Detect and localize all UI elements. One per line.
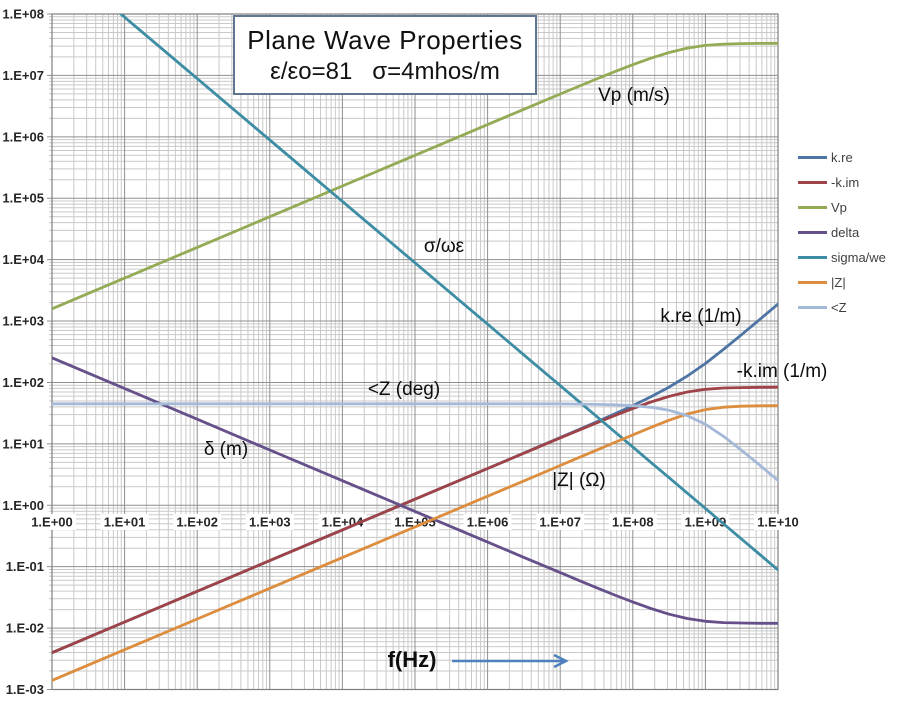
x-tick-label: 1.E+10	[757, 515, 799, 530]
legend-item--k.im: -k.im	[798, 170, 886, 195]
legend-label: |Z|	[831, 275, 846, 290]
legend-label: sigma/we	[831, 250, 886, 265]
y-tick-label: 1.E-03	[6, 682, 44, 697]
legend-item-Z: <Z	[798, 295, 886, 320]
x-tick-label: 1.E+08	[612, 515, 654, 530]
annotation-zdeg: <Z (deg)	[367, 379, 441, 400]
annotation-fhz: f(Hz)	[387, 647, 437, 672]
y-tick-label: 1.E+04	[2, 252, 44, 267]
legend-label: <Z	[831, 300, 847, 315]
series-Vp-line	[52, 41, 778, 311]
annotation-vpms: Vp (m/s)	[598, 85, 670, 106]
y-tick-label: 1.E+03	[2, 314, 44, 329]
legend-swatch	[798, 231, 827, 234]
chart-title-line1: Plane Wave Properties	[247, 24, 523, 55]
y-tick-label: 1.E+08	[2, 7, 44, 22]
series-<Z-line	[52, 402, 778, 482]
legend-item-Z: |Z|	[798, 270, 886, 295]
legend-item-Vp: Vp	[798, 195, 886, 220]
legend-swatch	[798, 306, 827, 309]
y-tick-label: 1.E+00	[2, 498, 44, 513]
legend-item-sigmawe: sigma/we	[798, 245, 886, 270]
y-tick-label: 1.E+07	[2, 68, 44, 83]
legend-item-delta: delta	[798, 220, 886, 245]
x-tick-label: 1.E+05	[394, 515, 436, 530]
y-tick-label: 1.E+05	[2, 191, 44, 206]
annotation-: σ/ωε	[423, 236, 465, 257]
x-tick-label: 1.E+00	[31, 515, 73, 530]
y-tick-label: 1.E-02	[6, 621, 44, 636]
x-tick-label: 1.E+03	[249, 515, 291, 530]
legend-label: delta	[831, 225, 860, 240]
legend-swatch	[798, 156, 827, 159]
x-tick-label: 1.E+01	[104, 515, 146, 530]
series-lines	[52, 14, 778, 682]
x-axis-labels: 1.E+00 1.E+01 1.E+02 1.E+03 1.E+04 1.E+05 1.E+…	[28, 514, 802, 530]
major-gridlines	[47, 13, 779, 690]
plot-border	[51, 13, 779, 691]
legend-swatch	[798, 181, 827, 184]
chart-title-line2: ε/εo=81 σ=4mhos/m	[270, 57, 500, 85]
x-tick-label: 1.E+07	[539, 515, 581, 530]
annotation-kim1m: -k.im (1/m)	[736, 361, 828, 382]
y-tick-label: 1.E+01	[2, 436, 44, 451]
series-sigma/we-line	[118, 14, 778, 572]
series-delta-line	[52, 356, 778, 625]
legend-label: Vp	[831, 200, 847, 215]
legend-swatch	[798, 256, 827, 259]
y-tick-label: 1.E+06	[2, 129, 44, 144]
frequency-arrow	[452, 653, 569, 669]
legend-swatch	[798, 206, 827, 209]
legend-swatch	[798, 281, 827, 284]
legend: k.re -k.im Vp delta sigma/we |Z| <Z	[798, 145, 886, 320]
y-axis-labels: 1.E+08 1.E+07 1.E+06 1.E+05 1.E+04 1.E+03 1.E+…	[2, 7, 44, 698]
legend-label: -k.im	[831, 175, 860, 190]
chart-title-box: Plane Wave Properties ε/εo=81 σ=4mhos/m	[233, 15, 537, 95]
legend-item-k.re: k.re	[798, 145, 886, 170]
x-tick-label: 1.E+02	[176, 515, 218, 530]
minor-gridlines	[49, 14, 778, 690]
series--k.im-line	[52, 385, 778, 655]
series-|Z|-line	[52, 404, 778, 682]
x-tick-label: 1.E+06	[467, 515, 509, 530]
annotation-z: |Z| (Ω)	[552, 470, 606, 491]
annotation-kre1m: k.re (1/m)	[660, 306, 742, 327]
annotation-m: δ (m)	[203, 439, 249, 460]
y-tick-label: 1.E+02	[2, 375, 44, 390]
legend-label: k.re	[831, 150, 853, 165]
y-tick-label: 1.E-01	[6, 559, 44, 574]
